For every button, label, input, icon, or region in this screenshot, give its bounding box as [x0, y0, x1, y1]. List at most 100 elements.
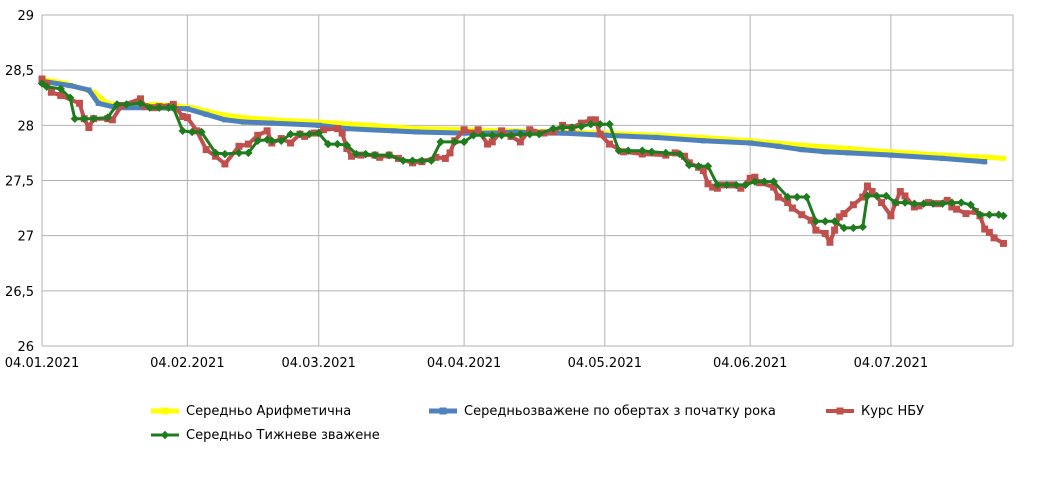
data-point — [488, 138, 496, 146]
data-point — [731, 180, 741, 190]
data-point — [647, 147, 656, 157]
data-point — [244, 140, 252, 148]
data-point — [287, 139, 295, 147]
data-point — [348, 152, 356, 160]
data-point — [999, 211, 1008, 221]
data-point — [391, 128, 397, 134]
data-point — [986, 154, 992, 160]
series-line — [40, 81, 1005, 230]
data-point — [788, 204, 796, 212]
data-point — [713, 180, 722, 190]
data-point — [910, 199, 919, 208]
data-point — [498, 127, 506, 135]
data-point — [516, 138, 524, 146]
data-point — [831, 226, 839, 234]
data-point — [943, 196, 951, 204]
data-point — [653, 134, 659, 141]
y-tick-label: 26,5 — [5, 285, 34, 300]
data-point — [747, 140, 753, 146]
data-point — [484, 140, 492, 148]
data-point — [975, 210, 985, 219]
data-point — [624, 146, 633, 155]
data-point — [478, 131, 488, 140]
data-point — [948, 203, 956, 211]
data-point — [863, 191, 872, 201]
y-tick-label: 27,5 — [5, 175, 34, 190]
data-point — [849, 223, 858, 233]
x-tick-label: 04.03.2021 — [281, 356, 355, 371]
data-point — [746, 174, 754, 182]
data-point — [1000, 155, 1007, 162]
data-point — [169, 103, 178, 112]
data-point — [497, 131, 506, 140]
data-point — [427, 156, 436, 165]
data-point — [681, 152, 689, 160]
data-point — [42, 82, 51, 91]
data-point — [234, 148, 244, 158]
data-point — [888, 149, 894, 155]
data-point — [446, 149, 454, 157]
data-point — [86, 87, 92, 93]
data-point — [67, 83, 73, 89]
data-point — [586, 120, 595, 129]
data-point — [47, 88, 55, 96]
data-point — [103, 113, 112, 122]
data-point — [263, 127, 271, 135]
data-point — [849, 201, 857, 209]
data-point — [999, 239, 1007, 247]
data-point — [202, 146, 210, 154]
series-3 — [38, 75, 1007, 247]
data-point — [474, 126, 482, 134]
data-point — [525, 129, 534, 139]
data-point — [704, 180, 712, 188]
data-point — [89, 114, 98, 123]
data-point — [799, 147, 805, 153]
data-point — [344, 126, 350, 132]
data-point — [928, 199, 938, 208]
data-point — [316, 119, 322, 125]
data-point — [241, 115, 247, 121]
data-point — [450, 137, 459, 147]
data-point — [938, 199, 947, 208]
data-point — [262, 135, 272, 144]
data-point — [286, 129, 295, 139]
data-point — [460, 126, 468, 134]
data-point — [384, 150, 394, 160]
data-point — [136, 95, 144, 103]
data-point — [868, 188, 876, 196]
data-point — [338, 129, 346, 137]
data-point — [333, 125, 341, 133]
x-tick-label: 04.02.2021 — [150, 356, 224, 371]
data-point — [985, 210, 994, 219]
data-point — [783, 192, 792, 202]
data-point — [57, 92, 65, 100]
data-point — [915, 202, 923, 210]
data-point — [595, 120, 605, 129]
data-point — [276, 136, 286, 145]
data-point — [577, 122, 586, 131]
data-point — [370, 150, 380, 160]
data-point — [221, 160, 229, 168]
data-point — [436, 137, 445, 147]
data-point — [319, 126, 327, 134]
data-point — [882, 191, 891, 201]
data-point — [197, 127, 206, 137]
data-point — [506, 131, 516, 140]
data-point — [342, 140, 352, 150]
data-point — [112, 100, 122, 109]
data-point — [846, 150, 852, 156]
data-point — [95, 100, 101, 106]
data-point — [314, 128, 323, 138]
data-point — [187, 127, 197, 137]
data-point — [760, 177, 769, 186]
data-point — [919, 199, 928, 208]
data-point — [367, 122, 373, 128]
data-point — [408, 156, 417, 165]
series-4 — [37, 79, 1008, 233]
data-point — [376, 153, 384, 161]
y-tick-label: 26 — [17, 340, 34, 355]
data-point — [699, 167, 707, 175]
data-point — [155, 103, 164, 112]
series-2 — [39, 78, 988, 165]
